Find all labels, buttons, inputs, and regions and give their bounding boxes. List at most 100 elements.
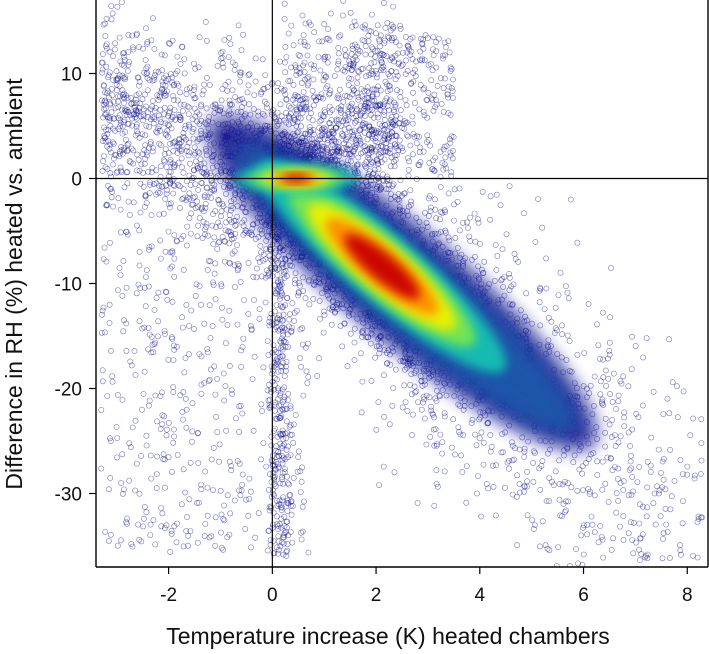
data-point [431,414,437,421]
data-point [106,538,112,544]
data-point [447,139,454,146]
data-point [122,129,128,135]
data-point [443,392,450,399]
data-point [324,59,331,66]
data-point [121,100,127,106]
data-point [403,57,409,64]
data-point [268,505,275,511]
data-point [321,308,327,315]
data-point [189,400,196,407]
data-point [221,397,228,404]
data-point [311,29,318,36]
data-point [390,107,397,113]
data-point [246,495,253,502]
data-point [191,86,197,93]
data-point [191,144,198,151]
data-point [251,92,258,98]
data-point [198,127,204,134]
data-point [359,327,366,334]
data-point [183,242,190,249]
data-point [177,204,183,211]
data-point [183,301,190,308]
data-point [149,103,156,110]
data-point [320,113,327,120]
data-point [298,529,304,536]
data-point [300,274,306,281]
data-point [363,73,369,80]
data-point [660,536,666,542]
data-point [179,164,185,170]
data-point [406,158,412,165]
data-point [153,180,160,187]
data-point [171,164,178,170]
data-point [384,88,391,95]
data-point [220,546,226,553]
data-point [128,362,135,369]
data-point [204,346,211,352]
data-point [299,109,306,116]
data-point [357,137,364,144]
data-point [430,34,437,40]
data-point [177,101,184,108]
data-point [378,60,385,66]
data-point [113,152,119,158]
data-point [499,275,506,282]
data-point [215,196,221,203]
data-point [548,318,555,325]
data-point [152,105,159,111]
data-point [471,210,478,217]
data-point [493,191,500,198]
data-point [261,85,268,92]
data-point [142,57,149,63]
data-point [442,227,449,234]
data-point [132,114,139,121]
data-point [429,67,436,74]
data-point [137,180,144,187]
data-point [218,213,224,220]
data-point [163,131,170,138]
data-point [355,68,361,74]
data-point [102,33,109,40]
data-point [444,91,451,98]
data-point [200,170,207,176]
data-point [278,290,285,297]
data-point [397,177,404,184]
data-point [252,534,259,541]
data-point [351,142,358,149]
data-point [316,118,323,125]
data-point [433,39,439,45]
data-point [345,157,351,164]
data-point [334,306,341,313]
data-point [370,71,376,78]
data-point [372,53,378,60]
data-point [552,468,559,475]
data-point [265,234,272,240]
data-point [390,181,397,188]
data-point [105,72,112,78]
data-point [114,3,121,10]
data-point [586,491,593,497]
data-point [442,75,448,82]
data-point [407,142,414,149]
data-point [170,147,177,154]
data-point [117,150,123,157]
data-point [357,350,364,357]
data-point [116,34,123,41]
data-point [125,62,132,68]
data-point [135,521,141,528]
data-point [270,469,277,476]
data-point [174,143,181,150]
data-point [448,85,455,92]
data-point [273,118,280,125]
data-point [305,74,312,80]
data-point [178,501,185,508]
data-point [368,97,375,104]
data-point [387,351,393,358]
data-point [342,115,349,122]
data-point [287,529,294,535]
data-point [467,214,473,221]
data-point [351,357,358,363]
data-point [292,62,299,69]
data-point [276,392,283,399]
data-point [321,72,328,79]
